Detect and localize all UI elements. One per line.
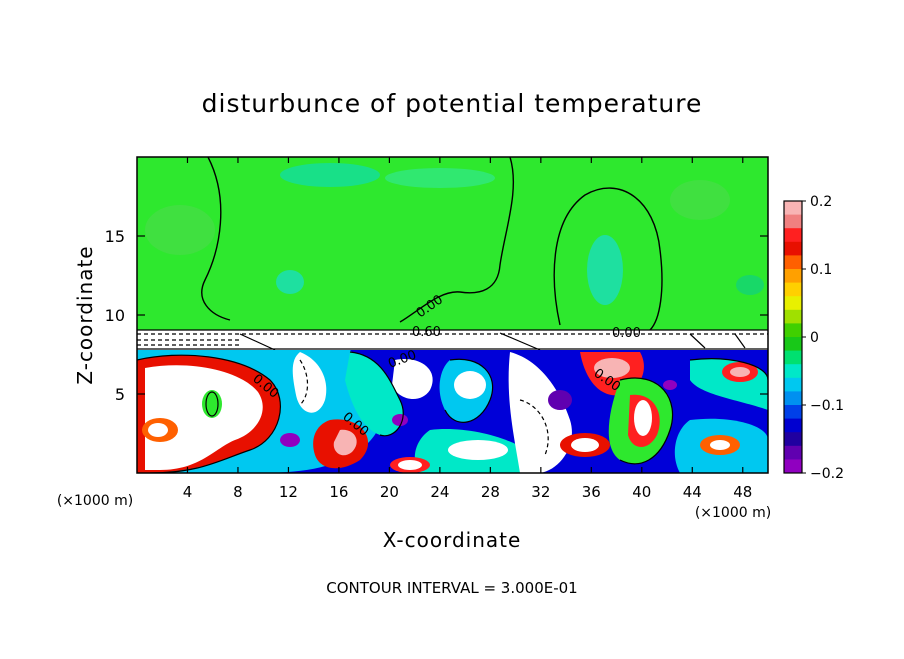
x-tick-label: 24 [430, 483, 449, 501]
contour-label: 0.60 [412, 325, 441, 340]
x-tick-label: 16 [329, 483, 348, 501]
x-tick-label: 40 [632, 483, 651, 501]
y-axis-label: Z-coordinate [73, 245, 97, 384]
colorbar-swatch [784, 405, 802, 420]
x-tick-label: 36 [582, 483, 601, 501]
colorbar-swatch [784, 201, 802, 216]
colorbar-swatch [784, 459, 802, 474]
colorbar-swatch [784, 323, 802, 338]
lower-field [137, 350, 768, 473]
x-unit-left: (×1000 m) [57, 493, 133, 509]
x-tick-label: 28 [481, 483, 500, 501]
colorbar-swatch [784, 282, 802, 297]
colorbar-swatch [784, 337, 802, 352]
x-tick-label: 48 [733, 483, 752, 501]
colorbar-tick-label: −0.1 [810, 398, 844, 414]
chart-title: disturbunce of potential temperature [202, 89, 703, 118]
colorbar-swatch [784, 296, 802, 311]
colorbar-swatch [784, 309, 802, 324]
plot-area: 0.00 0.60 0.00 0.00 0.00 0.00 0.00 [137, 157, 768, 473]
x-tick-label: 8 [233, 483, 243, 501]
y-tick-label: 5 [115, 385, 125, 404]
colorbar-swatch [784, 214, 802, 229]
colorbar-swatch [784, 418, 802, 433]
x-tick-label: 12 [279, 483, 298, 501]
colorbar-swatch [784, 350, 802, 365]
colorbar: 0.2 0.1 0 −0.1 −0.2 [783, 194, 844, 482]
x-tick-label: 44 [683, 483, 702, 501]
colorbar-swatch [784, 432, 802, 447]
contour-labels: 0.00 0.60 0.00 0.00 0.00 0.00 0.00 [249, 292, 641, 439]
colorbar-tick-label: 0 [810, 330, 819, 346]
colorbar-swatch [784, 255, 802, 270]
contour-interval: CONTOUR INTERVAL = 3.000E-01 [326, 579, 577, 597]
y-tick-label: 10 [105, 306, 125, 325]
colorbar-swatch [784, 445, 802, 460]
white-band [137, 330, 768, 350]
x-tick-label: 20 [380, 483, 399, 501]
upper-patches [145, 163, 764, 305]
colorbar-swatch [784, 241, 802, 256]
colorbar-swatch [784, 269, 802, 284]
x-axis: 4 8 12 16 20 24 28 32 36 40 44 48 [183, 157, 752, 501]
band-contours [137, 329, 768, 351]
upper-contours [201, 157, 663, 331]
colorbar-tick-label: −0.2 [810, 466, 844, 482]
contour-label: 0.00 [612, 326, 641, 341]
x-unit-right: (×1000 m) [695, 505, 771, 521]
colorbar-swatch [784, 391, 802, 406]
y-tick-label: 15 [105, 227, 125, 246]
colorbar-swatch [784, 228, 802, 243]
x-axis-label: X-coordinate [383, 528, 522, 552]
y-axis: 5 10 15 [105, 227, 768, 404]
colorbar-swatch [784, 364, 802, 379]
colorbar-tick-label: 0.2 [810, 194, 832, 210]
x-tick-label: 32 [531, 483, 550, 501]
colorbar-swatch [784, 377, 802, 392]
colorbar-tick-label: 0.1 [810, 262, 832, 278]
x-tick-label: 4 [183, 483, 193, 501]
